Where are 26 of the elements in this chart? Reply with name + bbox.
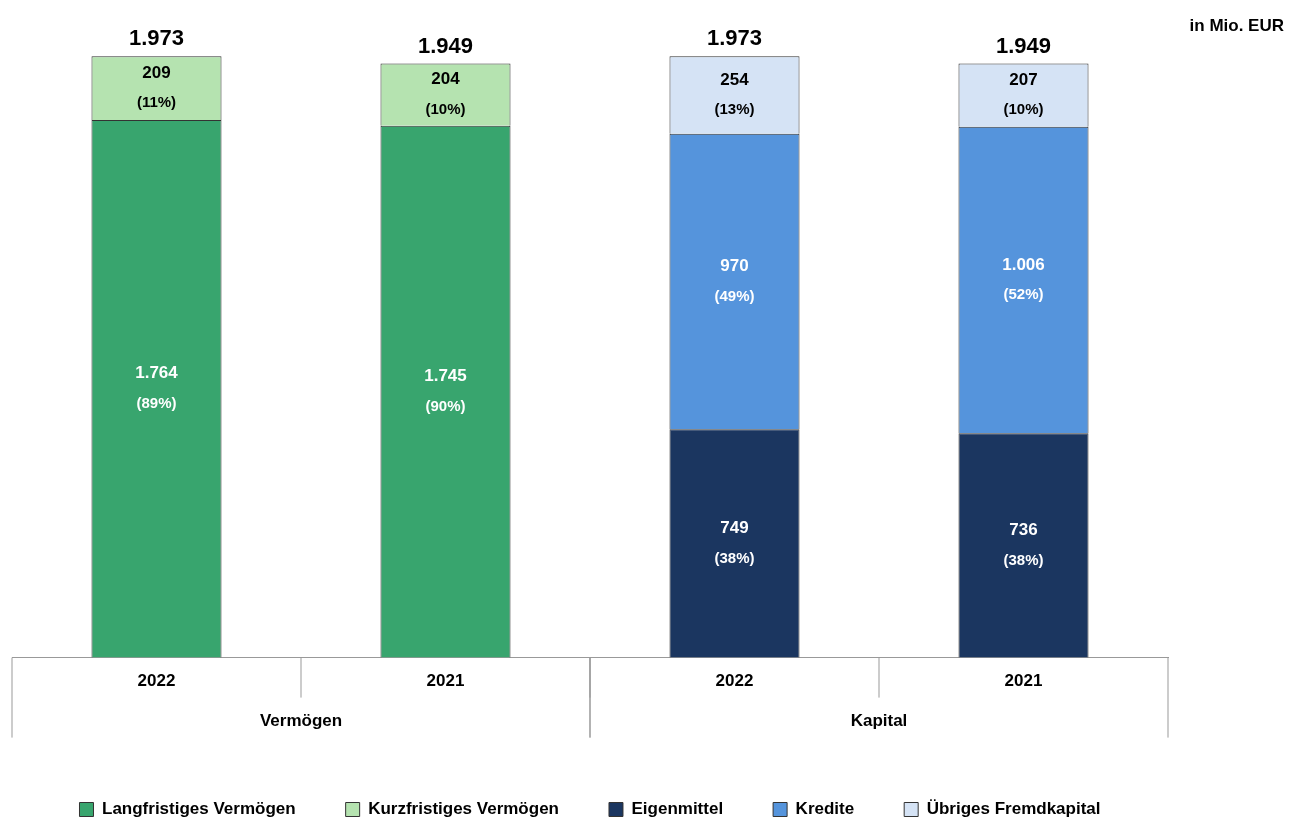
legend-label: Langfristiges Vermögen xyxy=(102,799,296,819)
data-label: 207 (10%) xyxy=(1003,69,1044,118)
x-tick-label: 2022 xyxy=(137,671,176,691)
total-label: 1.973 xyxy=(706,25,763,51)
data-label: 970 (49%) xyxy=(714,256,755,304)
text: Vermögen xyxy=(259,711,343,731)
data-label: 1.006 (52%) xyxy=(1002,254,1045,303)
total-label: 1.949 xyxy=(417,32,474,58)
data-label: 736 (38%) xyxy=(1003,520,1044,568)
y-axis-title: in Mio. EUR xyxy=(1189,16,1284,36)
data-label: 204 (10%) xyxy=(425,69,466,117)
legend-label: Übriges Fremdkapital xyxy=(926,799,1101,819)
data-label: 254 (13%) xyxy=(714,69,755,118)
x-tick-label: 2021 xyxy=(426,671,465,691)
text: Kapital xyxy=(850,711,908,731)
x-tick-label: 2022 xyxy=(715,671,754,691)
x-tick-label: 2021 xyxy=(1004,671,1043,691)
legend-label: Kredite xyxy=(795,799,855,819)
legend-label: Kurzfristiges Vermögen xyxy=(368,799,559,819)
data-label: 209 (11%) xyxy=(136,62,177,111)
total-label: 1.949 xyxy=(995,32,1052,58)
data-label: 1.764 (89%) xyxy=(135,363,179,411)
data-label: 749 (38%) xyxy=(714,518,755,566)
data-label: 1.745 (90%) xyxy=(424,366,467,414)
legend-label: Eigenmittel xyxy=(631,799,724,819)
total-label: 1.973 xyxy=(128,25,185,51)
